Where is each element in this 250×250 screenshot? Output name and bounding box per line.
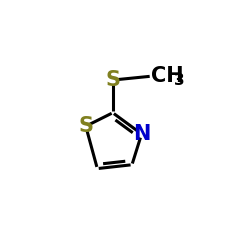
Text: 3: 3 — [174, 73, 184, 88]
Text: S: S — [105, 70, 120, 90]
Text: CH: CH — [151, 66, 184, 86]
Text: N: N — [133, 124, 150, 144]
Text: S: S — [78, 116, 93, 136]
